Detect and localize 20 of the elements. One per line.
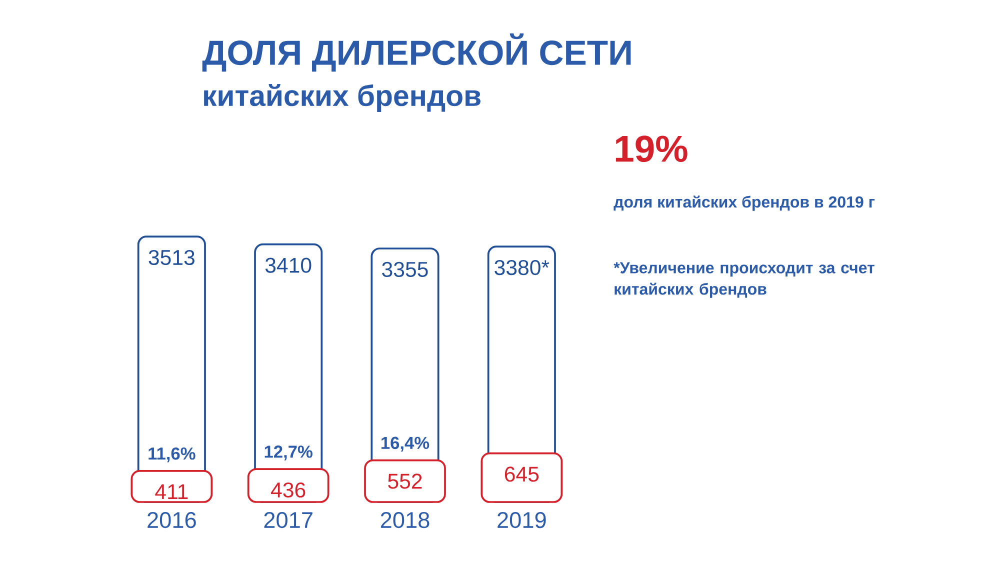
text: 19% bbox=[616, 136, 688, 162]
text: *Увеличение происходит за счет китайских брендов bbox=[614, 262, 874, 298]
annotation: 12,7% bbox=[264, 446, 312, 460]
data-label: 552 bbox=[388, 474, 422, 489]
annotation: 11,6% bbox=[148, 447, 196, 462]
x-tick-label: 2016 bbox=[148, 512, 196, 528]
data-label: 645 bbox=[504, 466, 539, 482]
data-label: 3410 bbox=[265, 258, 312, 273]
x-tick-label: 2017 bbox=[264, 512, 312, 528]
data-label: 436 bbox=[271, 482, 306, 498]
x-tick-label: 2019 bbox=[498, 512, 546, 528]
data-label: 411 bbox=[155, 484, 188, 499]
data-label: 3380* bbox=[494, 260, 550, 276]
chart-title: ДОЛЯ ДИЛЕРСКОЙ СЕТИ bbox=[202, 33, 631, 72]
data-label: 3355 bbox=[382, 262, 428, 277]
chart-subtitle: китайских брендов bbox=[204, 84, 480, 112]
x-tick-label: 2018 bbox=[380, 512, 430, 528]
data-label: 3513 bbox=[148, 250, 194, 266]
annotation: 16,4% bbox=[382, 436, 430, 452]
text: доля китайских брендов в 2019 г bbox=[614, 196, 875, 211]
